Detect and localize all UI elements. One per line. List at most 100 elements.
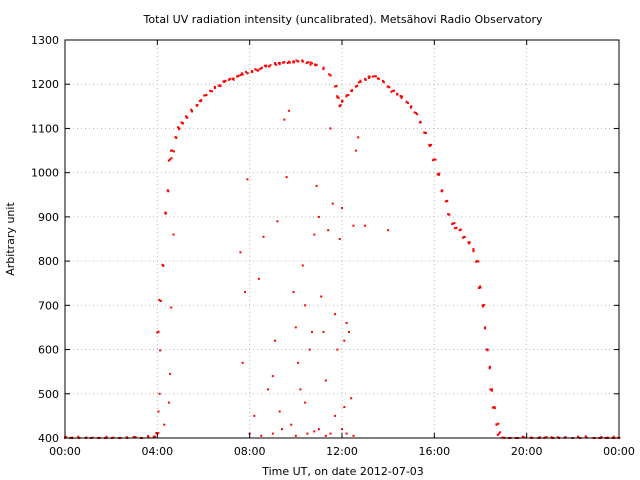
data-point [447,213,450,216]
data-point [468,242,470,245]
data-point [396,92,399,95]
data-point [240,73,242,76]
data-point [472,248,475,251]
data-point [374,75,377,78]
data-point [433,158,436,161]
data-point [267,388,270,391]
data-point [491,406,494,409]
y-tick-label: 500 [38,388,59,401]
data-point [390,90,393,93]
data-point [367,75,370,78]
data-point [428,143,431,146]
data-point [254,68,257,71]
data-point [334,313,337,316]
data-point [244,291,247,294]
data-point [161,263,164,266]
data-point [159,299,162,302]
data-point [437,173,440,176]
data-point [359,79,362,82]
data-point [177,126,180,129]
data-point [307,61,310,64]
data-point [341,100,344,102]
data-point [294,434,297,437]
data-point [167,401,170,404]
chart-title: Total UV radiation intensity (uncalibrat… [143,13,543,26]
data-point [170,157,173,160]
data-point [612,435,615,438]
data-point [285,176,288,179]
data-point [485,348,488,351]
data-point [246,72,249,75]
data-point [343,406,346,408]
data-point [257,277,260,280]
data-point [329,127,332,130]
data-point [274,339,277,342]
data-point [297,60,300,63]
data-point [338,238,341,240]
data-point [431,159,434,162]
data-point [246,178,249,181]
data-point [155,432,158,434]
data-point [205,93,208,96]
data-point [178,128,181,131]
data-point [305,61,308,64]
data-point [198,99,201,102]
data-point [147,436,150,439]
data-point [237,74,240,77]
data-point [309,63,312,66]
data-point [399,95,402,97]
data-point [157,432,160,435]
data-point [275,63,278,66]
data-point [329,74,332,77]
data-point [244,70,247,73]
data-point [356,84,359,87]
data-point [253,414,256,417]
data-point [170,149,172,152]
data-point [158,298,161,301]
data-point [386,85,389,88]
data-point [132,435,135,438]
data-point [331,202,334,205]
data-point [209,89,212,92]
data-point [482,304,485,306]
data-point [260,66,263,69]
data-point [219,85,222,88]
data-point [262,235,265,238]
data-point [260,434,263,437]
data-point [290,423,293,426]
data-point [458,229,461,232]
data-point [255,69,258,72]
data-point [265,64,268,67]
data-point [196,104,199,106]
data-point [423,131,426,134]
data-point [304,304,307,307]
data-point [364,78,367,81]
data-point [327,229,330,232]
data-point [169,158,171,161]
y-tick-label: 1100 [31,122,59,135]
data-point [393,89,396,92]
data-point [499,431,502,434]
data-point [251,70,254,73]
data-point [453,222,456,225]
data-point [336,348,339,351]
data-point [224,79,227,82]
data-point [341,428,343,431]
data-point [377,77,379,80]
data-point [200,100,202,103]
data-point [407,102,409,104]
data-point [169,372,171,375]
data-point [451,223,454,225]
data-point [311,330,313,333]
data-point [416,113,419,116]
axis-ticks [64,39,620,439]
data-point [278,410,281,413]
x-tick-label: 12:00 [326,445,358,458]
data-point [336,95,339,98]
x-tick-label: 04:00 [141,445,173,458]
data-point [400,96,403,99]
data-point [159,349,162,352]
data-point [339,104,342,107]
data-point [489,365,491,368]
